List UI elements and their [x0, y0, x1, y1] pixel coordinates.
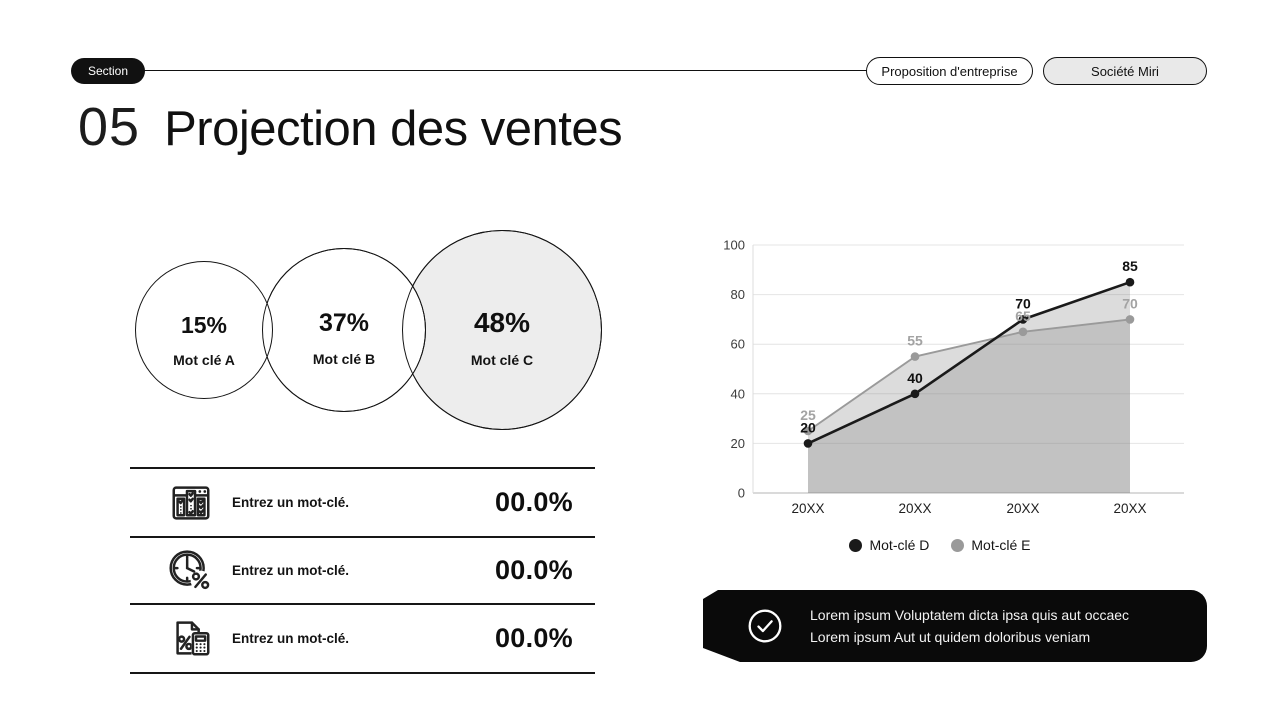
bubble-c-label: Mot clé C: [470, 352, 534, 368]
bubble-c-circle: [402, 230, 602, 430]
bubble-c-text: 48% Mot clé C: [427, 307, 577, 368]
title-row: 05 Projection des ventes: [78, 96, 623, 158]
summary-line-2: Lorem ipsum Aut ut quidem doloribus veni…: [810, 629, 1091, 645]
section-tag: Section: [71, 58, 145, 84]
svg-text:70: 70: [1015, 295, 1031, 311]
section-number: 05: [78, 97, 141, 157]
clock-percent-icon: [164, 547, 218, 593]
company-pill: Société Miri: [1043, 57, 1207, 85]
keyword-bubbles: 15% Mot clé A 37% Mot clé B 48% Mot clé …: [135, 230, 605, 430]
bubble-a-text: 15% Mot clé A: [129, 312, 279, 368]
series-d-dot-icon: [849, 538, 863, 552]
keyword-row: Entrez un mot-clé. 00.0%: [130, 469, 595, 536]
legend-item-e: Mot-clé E: [951, 537, 1031, 553]
bubble-a-label: Mot clé A: [173, 352, 235, 368]
bubble-b-circle: [262, 248, 426, 412]
bubble-b-text: 37% Mot clé B: [269, 309, 419, 367]
keyword-table: Entrez un mot-clé. 00.0%: [130, 467, 595, 674]
svg-text:20: 20: [800, 419, 816, 435]
check-circle-icon: [747, 608, 783, 644]
summary-line-1: Lorem ipsum Voluptatem dicta ipsa quis a…: [810, 607, 1130, 623]
keyword-row-label: Entrez un mot-clé.: [232, 495, 350, 510]
svg-text:55: 55: [907, 333, 923, 349]
keyword-row-value: 00.0%: [494, 554, 573, 585]
svg-text:85: 85: [1122, 258, 1138, 274]
row-divider: [130, 536, 595, 538]
calendar-checklist-icon: [164, 480, 218, 526]
svg-text:70: 70: [1122, 295, 1138, 311]
svg-text:65: 65: [1015, 308, 1031, 324]
row-divider: [130, 672, 595, 674]
row-divider: [130, 467, 595, 469]
header-divider-line: [144, 70, 867, 71]
series-e-dot-icon: [951, 538, 965, 552]
legend-item-d: Mot-clé D: [849, 537, 929, 553]
keyword-row: Entrez un mot-clé. 00.0%: [130, 538, 595, 602]
svg-text:20XX: 20XX: [1006, 501, 1039, 516]
svg-text:20XX: 20XX: [898, 501, 931, 516]
proposal-pill: Proposition d'entreprise: [866, 57, 1033, 85]
bubble-b-value: 37%: [318, 309, 370, 337]
row-divider: [130, 603, 595, 605]
chart-legend: Mot-clé D Mot-clé E: [690, 537, 1190, 553]
keyword-row: Entrez un mot-clé. 00.0%: [130, 605, 595, 671]
bubble-c-value: 48%: [473, 307, 531, 338]
svg-text:40: 40: [907, 370, 923, 386]
svg-text:60: 60: [731, 337, 745, 352]
svg-text:25: 25: [800, 407, 816, 423]
bubble-a-circle: [135, 261, 273, 399]
svg-text:40: 40: [731, 386, 745, 401]
document-calculator-icon: [164, 615, 218, 661]
legend-label-e: Mot-clé E: [971, 537, 1031, 553]
section-tag-label: Section: [87, 64, 129, 78]
keyword-row-label: Entrez un mot-clé.: [232, 630, 350, 646]
bubble-a-value: 15%: [180, 312, 228, 338]
svg-text:20XX: 20XX: [791, 501, 824, 516]
svg-text:0: 0: [738, 486, 745, 501]
proposal-pill-label: Proposition d'entreprise: [881, 63, 1018, 79]
summary-text: Lorem ipsum Voluptatem dicta ipsa quis a…: [810, 604, 1129, 648]
page-title: Projection des ventes: [164, 102, 623, 156]
company-pill-label: Société Miri: [1091, 63, 1159, 79]
keyword-row-label: Entrez un mot-clé.: [232, 562, 350, 578]
keyword-row-value: 00.0%: [494, 622, 573, 653]
legend-label-d: Mot-clé D: [869, 537, 930, 553]
summary-callout: Lorem ipsum Voluptatem dicta ipsa quis a…: [703, 590, 1207, 662]
keyword-row-value: 00.0%: [494, 487, 573, 517]
bubble-b-label: Mot clé B: [312, 351, 376, 367]
svg-text:20: 20: [731, 436, 745, 451]
svg-text:80: 80: [731, 287, 745, 302]
svg-text:20XX: 20XX: [1113, 501, 1146, 516]
svg-text:100: 100: [723, 238, 745, 253]
